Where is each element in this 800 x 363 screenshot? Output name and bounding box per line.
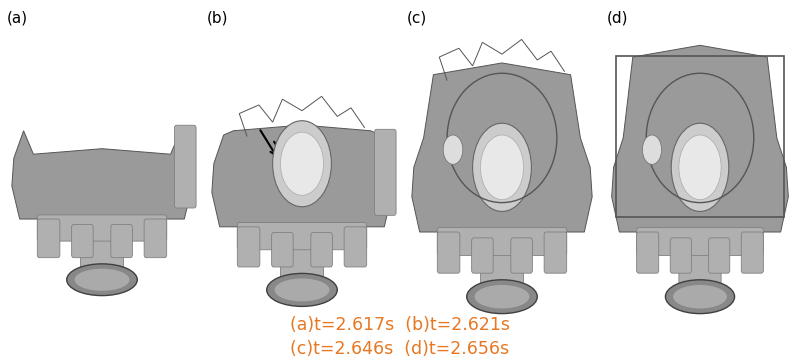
- FancyBboxPatch shape: [374, 129, 396, 215]
- FancyBboxPatch shape: [742, 232, 763, 273]
- Polygon shape: [412, 63, 592, 232]
- Ellipse shape: [666, 280, 734, 314]
- Ellipse shape: [443, 135, 462, 164]
- Ellipse shape: [642, 135, 662, 164]
- FancyBboxPatch shape: [238, 223, 366, 250]
- FancyBboxPatch shape: [438, 232, 460, 273]
- FancyBboxPatch shape: [72, 225, 93, 258]
- Ellipse shape: [481, 135, 523, 200]
- FancyBboxPatch shape: [679, 248, 721, 289]
- Ellipse shape: [466, 280, 538, 314]
- Ellipse shape: [679, 135, 721, 200]
- FancyBboxPatch shape: [511, 238, 532, 273]
- FancyBboxPatch shape: [344, 227, 366, 267]
- FancyBboxPatch shape: [481, 248, 523, 289]
- Ellipse shape: [473, 123, 531, 211]
- Polygon shape: [612, 45, 788, 232]
- FancyBboxPatch shape: [272, 233, 293, 267]
- Ellipse shape: [474, 285, 530, 309]
- Ellipse shape: [66, 264, 138, 295]
- Ellipse shape: [266, 273, 338, 306]
- Ellipse shape: [671, 123, 729, 211]
- Text: (c): (c): [407, 11, 427, 26]
- Ellipse shape: [673, 285, 727, 309]
- Polygon shape: [212, 125, 392, 227]
- Ellipse shape: [281, 132, 323, 195]
- FancyBboxPatch shape: [438, 228, 566, 256]
- FancyBboxPatch shape: [174, 125, 196, 208]
- Text: (a): (a): [7, 11, 28, 26]
- Ellipse shape: [274, 278, 330, 301]
- FancyBboxPatch shape: [472, 238, 493, 273]
- FancyBboxPatch shape: [111, 225, 132, 258]
- FancyBboxPatch shape: [281, 242, 323, 283]
- Ellipse shape: [273, 121, 331, 207]
- FancyBboxPatch shape: [637, 232, 658, 273]
- Ellipse shape: [74, 269, 130, 291]
- FancyBboxPatch shape: [544, 232, 566, 273]
- FancyBboxPatch shape: [311, 233, 332, 267]
- Text: (d): (d): [607, 11, 629, 26]
- FancyBboxPatch shape: [38, 215, 166, 241]
- FancyBboxPatch shape: [637, 228, 763, 256]
- FancyBboxPatch shape: [38, 219, 60, 258]
- FancyBboxPatch shape: [709, 238, 730, 273]
- Text: (a)t=2.617s  (b)t=2.621s: (a)t=2.617s (b)t=2.621s: [290, 316, 510, 334]
- FancyBboxPatch shape: [670, 238, 691, 273]
- Polygon shape: [12, 131, 192, 219]
- FancyBboxPatch shape: [81, 234, 123, 273]
- Text: (b): (b): [207, 11, 229, 26]
- FancyBboxPatch shape: [238, 227, 260, 267]
- FancyBboxPatch shape: [144, 219, 166, 258]
- Text: (c)t=2.646s  (d)t=2.656s: (c)t=2.646s (d)t=2.656s: [290, 340, 510, 358]
